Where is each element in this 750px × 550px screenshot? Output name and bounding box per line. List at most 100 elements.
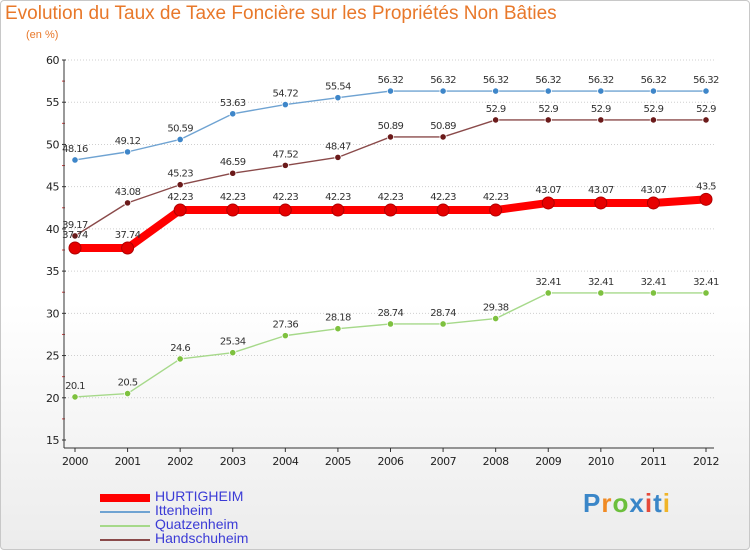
data-point-ittenheim — [281, 100, 289, 109]
data-label-hurtigheim: 43.07 — [588, 185, 614, 196]
data-label-quatzenheim: 28.74 — [430, 308, 456, 319]
legend-swatch — [100, 525, 150, 527]
data-point-ittenheim — [123, 148, 132, 156]
y-unit-label: (en %) — [26, 29, 59, 41]
legend-swatch — [100, 511, 150, 513]
x-tick-label: 2001 — [115, 455, 141, 468]
data-label-quatzenheim: 32.41 — [693, 277, 719, 288]
data-label-quatzenheim: 28.74 — [378, 308, 404, 319]
data-point-hurtigheim — [436, 203, 450, 217]
data-label-ittenheim: 49.12 — [115, 136, 141, 147]
data-point-hurtigheim — [699, 192, 713, 206]
data-point-ittenheim — [176, 135, 184, 144]
data-point-handschuheim — [597, 116, 605, 124]
grid — [65, 59, 714, 399]
data-label-quatzenheim: 32.41 — [535, 277, 561, 288]
logo-letter: P — [583, 488, 602, 518]
data-label-handschuheim: 52.9 — [538, 104, 558, 115]
data-label-quatzenheim: 27.36 — [273, 320, 299, 331]
data-point-handschuheim — [334, 153, 342, 161]
data-label-ittenheim: 56.32 — [378, 75, 404, 86]
data-point-quatzenheim — [597, 289, 605, 297]
y-tick-label: 50 — [46, 138, 59, 151]
data-label-ittenheim: 56.32 — [693, 75, 719, 86]
y-tick-label: 35 — [46, 265, 59, 278]
data-label-hurtigheim: 42.23 — [220, 192, 246, 203]
x-tick-label: 2010 — [588, 455, 614, 468]
data-label-hurtigheim: 42.23 — [378, 192, 404, 203]
data-label-hurtigheim: 37.74 — [62, 230, 88, 241]
data-label-ittenheim: 56.32 — [483, 75, 509, 86]
data-point-ittenheim — [334, 94, 342, 102]
data-label-handschuheim: 47.52 — [273, 149, 299, 160]
data-point-quatzenheim — [702, 289, 710, 297]
data-point-quatzenheim — [229, 349, 237, 357]
data-label-quatzenheim: 32.41 — [641, 277, 667, 288]
chart-title: Evolution du Taux de Taxe Foncière sur l… — [5, 3, 557, 24]
data-point-quatzenheim — [281, 332, 289, 340]
data-label-hurtigheim: 42.23 — [167, 192, 193, 203]
data-point-ittenheim — [71, 156, 79, 164]
data-point-hurtigheim — [278, 203, 292, 217]
data-point-ittenheim — [492, 87, 500, 95]
data-label-hurtigheim: 42.23 — [325, 192, 351, 203]
data-point-handschuheim — [281, 161, 289, 169]
x-tick-label: 2003 — [220, 455, 246, 468]
data-label-quatzenheim: 29.38 — [483, 303, 509, 314]
data-label-handschuheim: 50.89 — [430, 121, 456, 132]
data-point-handschuheim — [176, 181, 184, 189]
data-label-hurtigheim: 43.07 — [641, 185, 667, 196]
data-label-hurtigheim: 42.23 — [273, 192, 299, 203]
data-label-quatzenheim: 28.18 — [325, 313, 351, 324]
data-point-ittenheim — [386, 87, 395, 95]
data-label-handschuheim: 48.47 — [325, 141, 351, 152]
data-point-ittenheim — [702, 87, 710, 95]
x-tick-label: 2002 — [167, 455, 193, 468]
series-layer — [68, 87, 713, 401]
data-point-quatzenheim — [649, 289, 658, 297]
data-point-handschuheim — [702, 116, 710, 124]
data-point-hurtigheim — [68, 241, 82, 255]
data-point-handschuheim — [439, 133, 447, 141]
y-tick-label: 25 — [46, 350, 59, 363]
legend-label: Ittenheim — [155, 502, 213, 518]
data-point-quatzenheim — [71, 393, 79, 401]
y-tick-label: 45 — [46, 181, 59, 194]
data-point-handschuheim — [492, 116, 500, 124]
data-label-hurtigheim: 43.07 — [535, 185, 561, 196]
x-tick-label: 2007 — [430, 455, 456, 468]
x-tick-label: 2006 — [378, 455, 404, 468]
data-label-handschuheim: 52.9 — [591, 104, 611, 115]
x-tick-label: 2011 — [640, 455, 666, 468]
data-point-hurtigheim — [384, 203, 397, 217]
data-label-handschuheim: 52.9 — [643, 104, 663, 115]
data-point-hurtigheim — [173, 203, 187, 217]
data-point-quatzenheim — [544, 289, 552, 297]
y-tick-label: 60 — [46, 54, 59, 67]
data-point-ittenheim — [649, 87, 658, 95]
x-tick-label: 2005 — [325, 455, 351, 468]
data-point-handschuheim — [71, 232, 79, 240]
data-label-ittenheim: 56.32 — [641, 75, 667, 86]
data-label-ittenheim: 56.32 — [588, 75, 614, 86]
logo-letter: i — [662, 488, 671, 518]
x-tick-label: 2008 — [483, 455, 509, 468]
data-label-quatzenheim: 20.1 — [65, 381, 85, 392]
data-label-ittenheim: 56.32 — [535, 75, 561, 86]
data-point-quatzenheim — [492, 314, 500, 323]
data-label-ittenheim: 48.16 — [62, 144, 88, 155]
data-point-quatzenheim — [176, 355, 184, 363]
logo-letter: r — [601, 488, 613, 518]
data-point-handschuheim — [123, 199, 132, 207]
y-tick-label: 30 — [46, 307, 59, 320]
data-label-layer: 48.16 49.12 50.59 53.63 54.72 55.54 56.32 56.32… — [62, 75, 719, 392]
legend-label: HURTIGHEIM — [155, 488, 244, 504]
data-point-hurtigheim — [489, 203, 503, 217]
data-point-quatzenheim — [123, 389, 132, 398]
logo-letter: i — [644, 488, 654, 518]
data-point-handschuheim — [544, 116, 552, 124]
data-point-hurtigheim — [541, 196, 555, 210]
axes: 15 20 25 30 35 40 45 50 55 60 2000 2001 2002 2003 2004… — [46, 54, 720, 468]
data-label-ittenheim: 54.72 — [273, 89, 299, 100]
data-point-ittenheim — [229, 110, 237, 118]
